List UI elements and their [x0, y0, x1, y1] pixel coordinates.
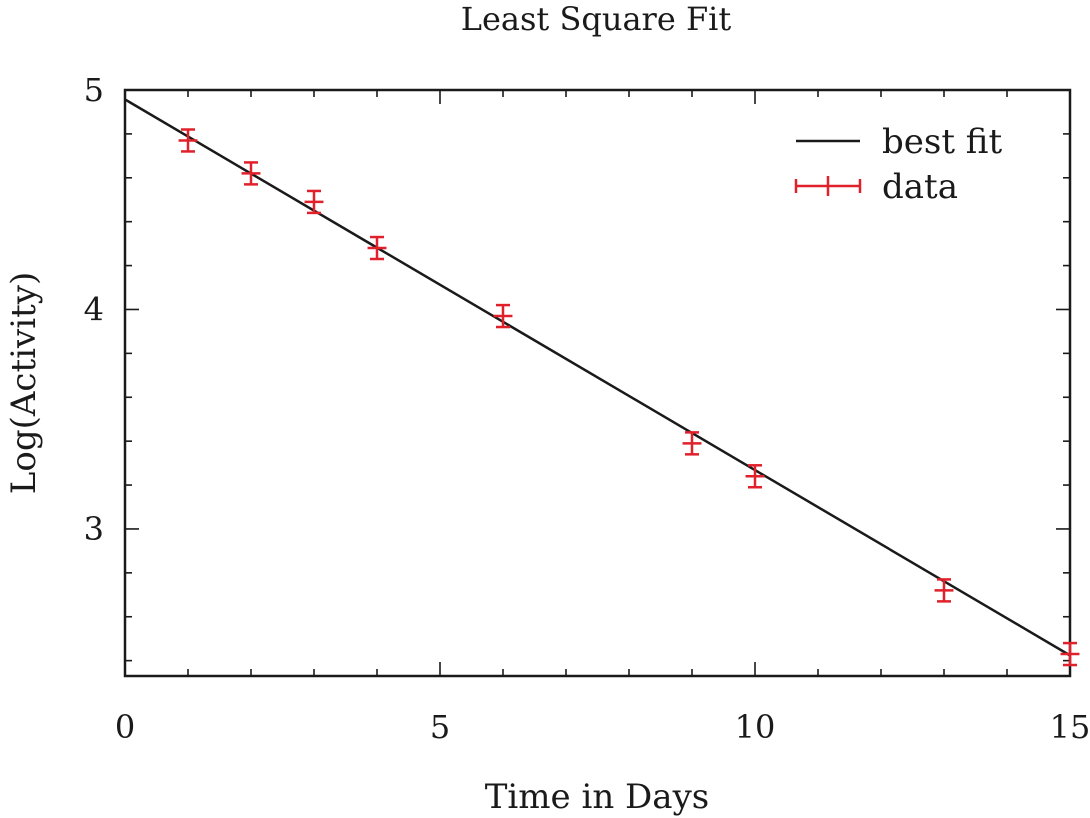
data-point — [493, 303, 513, 329]
x-tick-label: 10 — [735, 708, 776, 746]
legend-swatch-data — [794, 176, 862, 196]
data-point — [1060, 641, 1080, 667]
x-tick-label: 0 — [115, 708, 135, 746]
data-point — [178, 128, 198, 153]
data-point — [367, 235, 387, 261]
data-point — [304, 189, 324, 215]
data-point — [682, 431, 702, 456]
x-tick-label: 5 — [430, 708, 450, 746]
y-tick-label: 4 — [84, 290, 104, 328]
chart-title: Least Square Fit — [461, 0, 732, 38]
data-series — [178, 128, 1080, 667]
data-point — [745, 464, 765, 489]
tick-labels: 0 5 10 15 3 4 5 — [84, 71, 1090, 746]
legend: best fit data — [794, 122, 1002, 207]
legend-label-best-fit: best fit — [882, 122, 1002, 162]
legend-label-data: data — [882, 167, 958, 207]
data-point — [241, 161, 261, 186]
best-fit-series — [124, 98, 1071, 657]
plot-frame — [123, 88, 1072, 678]
x-tick-label: 15 — [1050, 708, 1090, 746]
x-axis-label: Time in Days — [485, 777, 710, 817]
best-fit-line — [124, 98, 1071, 657]
y-tick-label: 3 — [84, 510, 104, 548]
y-tick-label: 5 — [84, 71, 104, 109]
data-point — [934, 578, 954, 603]
y-axis-label: Log(Activity) — [4, 272, 44, 494]
